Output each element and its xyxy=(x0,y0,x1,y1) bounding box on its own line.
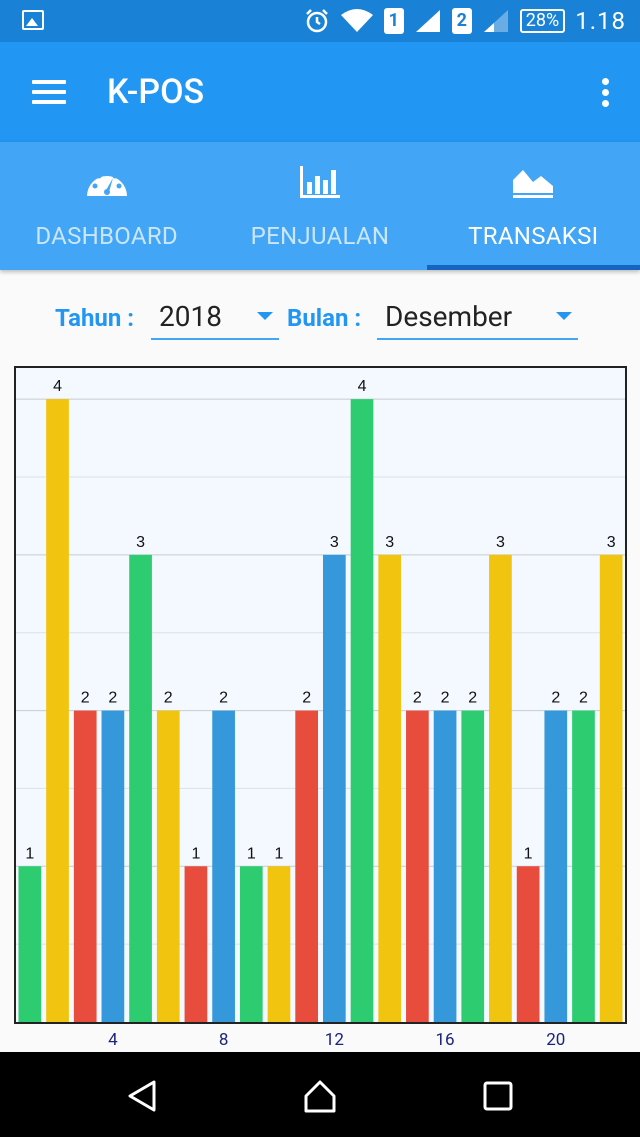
chart-plot-area: 1 4 2 2 3 2 1 2 1 1 2 3 4 3 2 2 2 3 1 2 2 3 xyxy=(16,378,625,1023)
signal-strength-icon xyxy=(415,10,440,32)
chart-bar[interactable] xyxy=(378,554,402,1022)
chart-bar[interactable] xyxy=(46,399,69,1023)
year-label: Tahun : xyxy=(55,304,135,332)
bar-value-label: 1 xyxy=(247,845,256,862)
bar-value-label: 1 xyxy=(191,845,200,862)
bar-value-label: 4 xyxy=(53,378,62,395)
x-tick-label: 8 xyxy=(218,1030,229,1050)
area-chart-icon xyxy=(513,170,554,198)
chart-bar[interactable] xyxy=(406,710,429,1022)
chart-bar[interactable] xyxy=(433,710,457,1022)
chart-bar[interactable] xyxy=(156,710,180,1022)
sim1-badge: 1 xyxy=(383,8,404,34)
bar-value-label: 1 xyxy=(25,845,34,862)
filter-row: Tahun : 2018 Bulan : Desember xyxy=(0,290,640,350)
tab-transaksi-label: TRANSAKSI xyxy=(468,222,599,250)
x-tick-label: 16 xyxy=(435,1030,455,1050)
tab-penjualan[interactable]: PENJUALAN xyxy=(213,142,426,270)
app-toolbar: K-POS xyxy=(0,42,640,142)
dropdown-arrow-icon xyxy=(556,312,572,320)
bar-value-label: 2 xyxy=(551,690,560,707)
x-axis: 4 8 12 16 20 xyxy=(14,1024,627,1052)
month-label: Bulan : xyxy=(287,304,362,332)
chart-bar[interactable] xyxy=(295,710,319,1022)
tab-bar: DASHBOARD PENJUALAN TRANSAKSI xyxy=(0,142,640,270)
chart-bar[interactable] xyxy=(350,399,374,1023)
back-icon[interactable] xyxy=(124,1078,160,1114)
bar-value-label: 2 xyxy=(81,690,90,707)
transaction-bar-chart: 1 4 2 2 3 2 1 2 1 1 2 3 4 3 2 2 2 3 1 2 2 3 xyxy=(14,366,627,1024)
bar-value-label: 1 xyxy=(275,845,284,862)
chart-bar[interactable] xyxy=(101,710,125,1022)
clock: 1.18 xyxy=(575,7,626,35)
recent-apps-icon[interactable] xyxy=(480,1078,516,1114)
chart-bar[interactable] xyxy=(184,866,208,1022)
bar-value-label: 2 xyxy=(219,690,228,707)
bar-value-label: 4 xyxy=(358,378,367,395)
bar-value-label: 3 xyxy=(607,534,616,551)
image-notification-icon xyxy=(22,10,44,30)
chart-bar[interactable] xyxy=(212,710,235,1022)
dropdown-arrow-icon xyxy=(257,312,273,320)
tab-dashboard-label: DASHBOARD xyxy=(35,222,178,250)
chart-bar[interactable] xyxy=(461,710,485,1022)
bar-value-label: 2 xyxy=(579,690,588,707)
bar-value-label: 2 xyxy=(413,690,422,707)
year-dropdown[interactable]: 2018 xyxy=(151,290,279,340)
month-value: Desember xyxy=(385,300,513,333)
bar-value-label: 3 xyxy=(385,534,394,551)
alarm-icon xyxy=(305,9,328,33)
overflow-menu-icon[interactable] xyxy=(602,78,610,111)
bar-value-label: 3 xyxy=(330,534,339,551)
bar-value-label: 2 xyxy=(164,690,173,707)
bar-value-label: 1 xyxy=(524,845,533,862)
chart-bar[interactable] xyxy=(239,866,263,1022)
system-nav-bar xyxy=(0,1052,640,1137)
x-tick-label: 20 xyxy=(546,1030,566,1050)
chart-bar[interactable] xyxy=(544,710,568,1022)
bar-chart-icon xyxy=(299,166,340,198)
bar-value-label: 2 xyxy=(441,690,450,707)
chart-bar[interactable] xyxy=(73,710,97,1022)
bar-value-label: 2 xyxy=(108,690,117,707)
x-tick-label: 12 xyxy=(324,1030,344,1050)
status-bar: 1 2 28% 1.18 xyxy=(0,0,640,42)
bar-value-label: 2 xyxy=(468,690,477,707)
bar-value-label: 2 xyxy=(302,690,311,707)
tab-dashboard[interactable]: DASHBOARD xyxy=(0,142,213,270)
bar-value-label: 3 xyxy=(496,534,505,551)
month-dropdown[interactable]: Desember xyxy=(377,290,578,340)
speedometer-icon xyxy=(86,169,127,196)
bar-value-label: 3 xyxy=(136,534,145,551)
status-icons: 1 2 28% 1.18 xyxy=(304,0,626,42)
battery-indicator: 28% xyxy=(519,9,566,33)
chart-bar[interactable] xyxy=(129,554,152,1022)
sim2-badge: 2 xyxy=(451,8,472,34)
year-value: 2018 xyxy=(159,300,222,333)
menu-icon[interactable] xyxy=(32,80,66,104)
home-icon[interactable] xyxy=(302,1078,338,1114)
chart-bar[interactable] xyxy=(572,710,595,1022)
chart-bar[interactable] xyxy=(489,554,512,1022)
x-tick-label: 4 xyxy=(108,1030,118,1050)
chart-bar[interactable] xyxy=(267,866,291,1022)
chart-bar[interactable] xyxy=(18,866,42,1022)
tab-penjualan-label: PENJUALAN xyxy=(250,222,390,250)
app-title: K-POS xyxy=(107,72,205,112)
signal-strength-weak-icon xyxy=(483,10,508,32)
tab-transaksi[interactable]: TRANSAKSI xyxy=(426,142,640,270)
chart-bar[interactable] xyxy=(516,866,540,1022)
chart-bar[interactable] xyxy=(322,554,346,1022)
chart-bar[interactable] xyxy=(599,554,623,1022)
wifi-icon xyxy=(340,9,373,32)
